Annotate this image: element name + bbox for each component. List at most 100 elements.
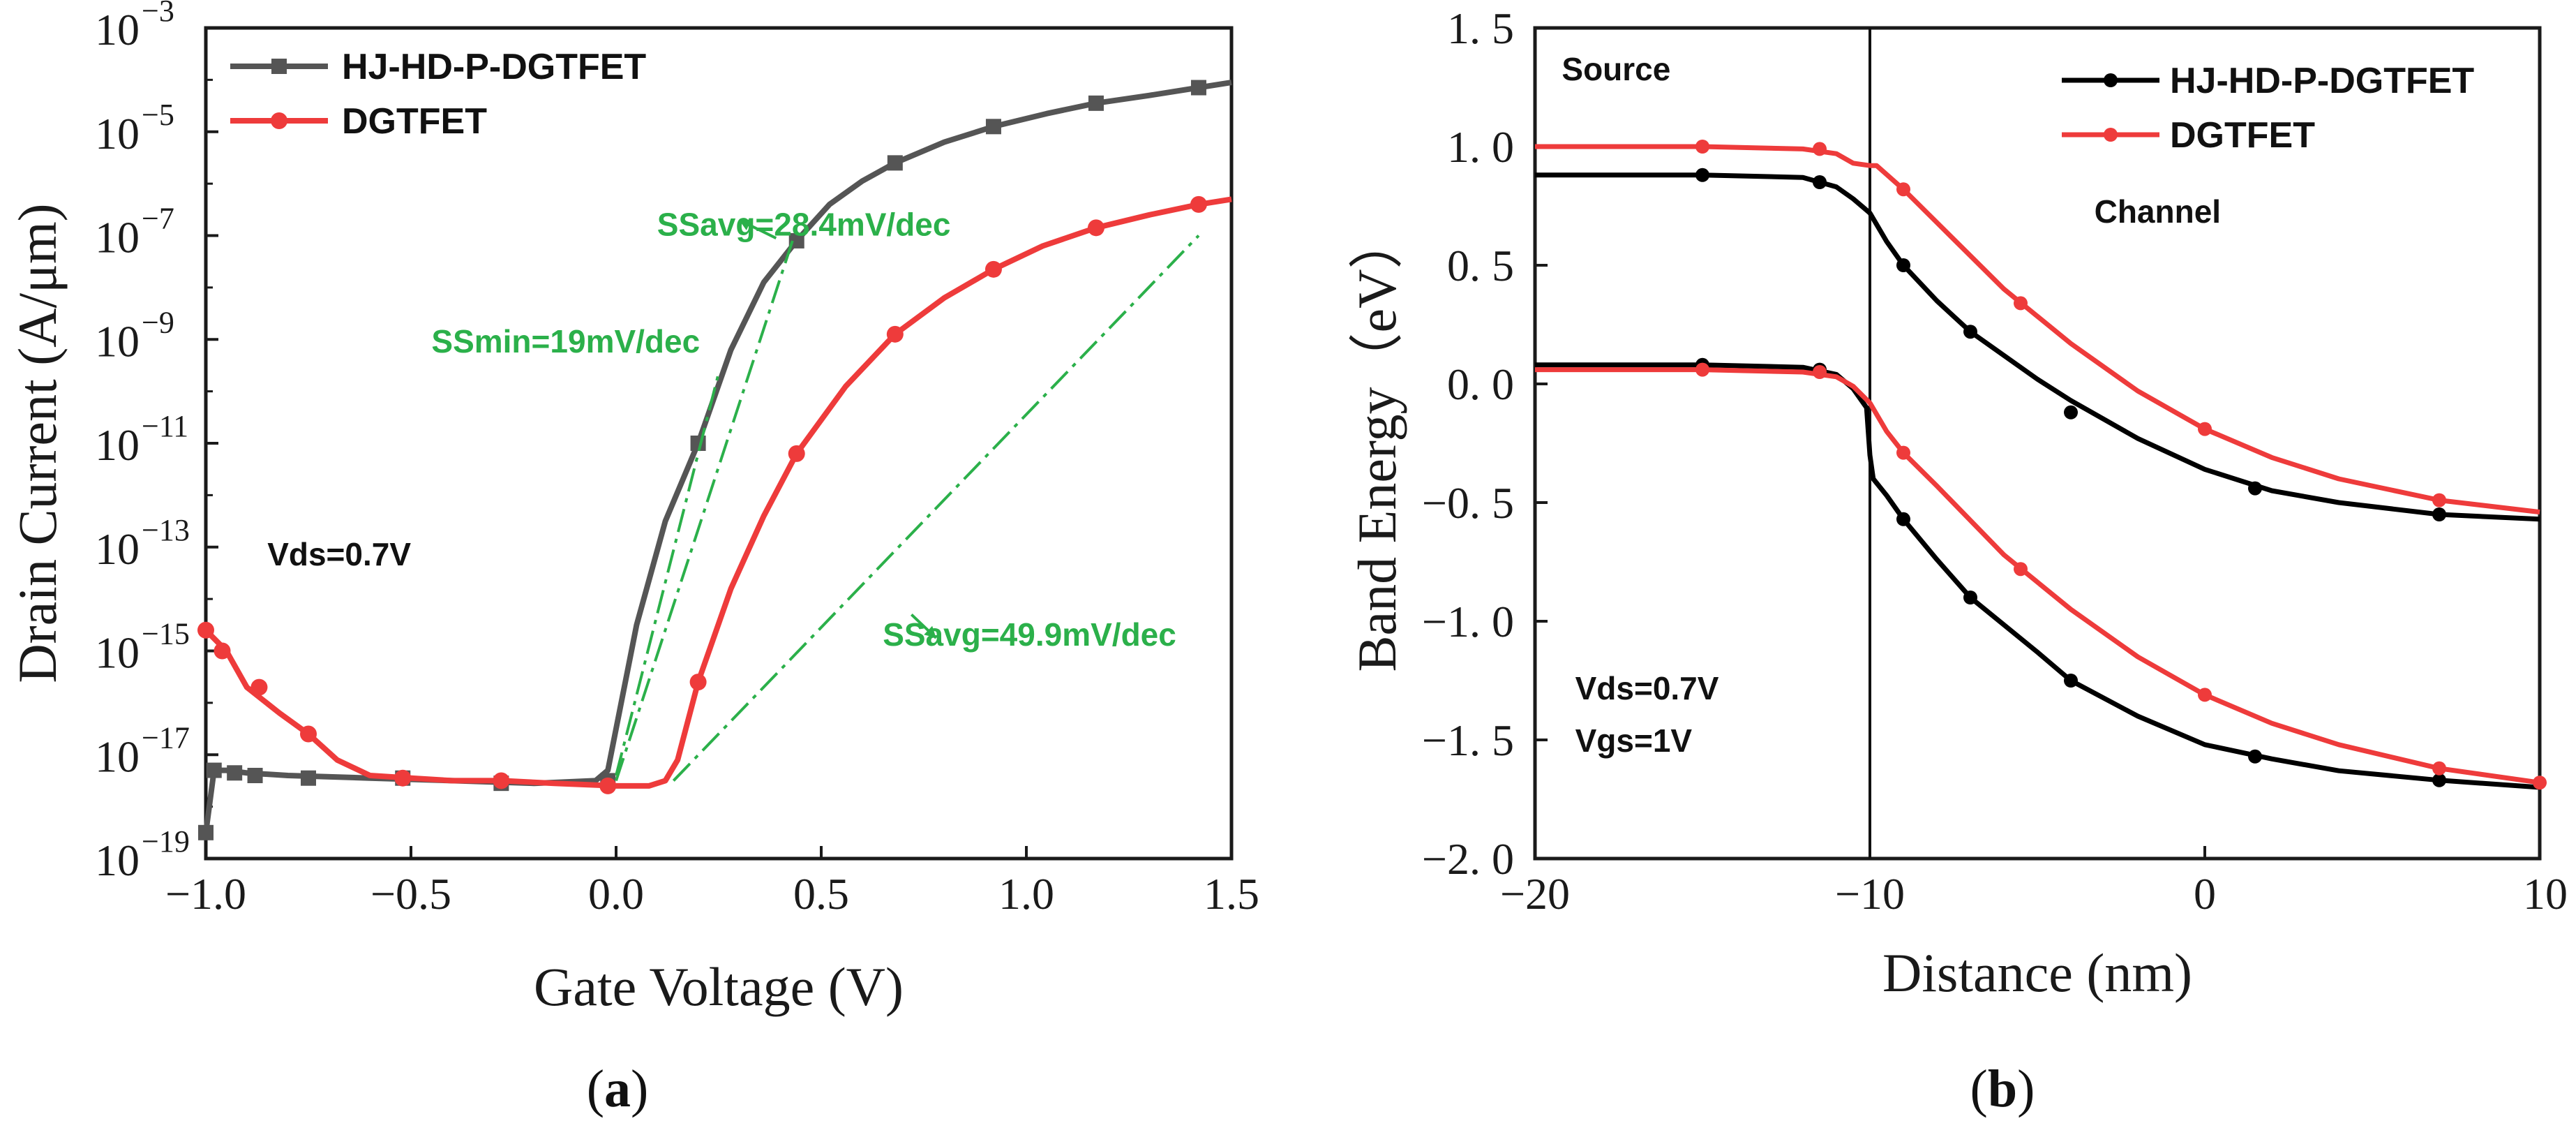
a-y-tick-exponent: −7 [142,202,174,236]
a-legend-label: DGTFET [342,101,487,142]
b-legend-marker [2104,128,2118,142]
panel-a-legend: HJ-HD-P-DGTFET DGTFET [230,47,646,142]
a-point-dgtfet [394,769,412,787]
panel-b-y-axis-label: Band Energy（eV） [1347,215,1407,672]
a-x-tick-label: 0.5 [793,869,849,919]
a-y-tick-label: 10 [95,5,140,54]
a-y-tick-label: 10 [95,420,140,470]
caption-a-letter: a [604,1060,631,1118]
b-point-dgtfet [1813,365,1827,379]
a-y-tick-label: 10 [95,836,140,885]
a-point-hj-hd-p-dgtfet [985,119,1001,135]
b-series-line-dgtfet-conduction [1535,144,2540,515]
a-x-tick-label: −1.0 [165,869,246,919]
b-x-tick-label: −20 [1500,869,1570,919]
panel-a-x-axis-label: Gate Voltage (V) [534,956,904,1017]
a-slope-guide-line [615,240,794,782]
a-point-hj-hd-p-dgtfet [206,762,222,778]
a-y-tick-label: 10 [95,524,140,574]
a-legend-marker [271,59,287,74]
panel-b-plot-frame [1533,26,2542,861]
b-point-dgtfet [2198,422,2212,436]
a-y-tick-label: 10 [95,213,140,262]
a-point-dgtfet [197,621,214,639]
b-y-tick-label: 1. 0 [1447,122,1514,172]
a-series-line-dgtfet [204,196,1232,789]
a-point-dgtfet [1087,219,1104,237]
a-y-tick-exponent: −17 [142,720,190,755]
a-annotation-arrow-head [739,219,752,230]
b-legend-marker [2104,73,2118,87]
a-y-tick-exponent: −15 [142,617,190,651]
panel-b-series [1535,140,2547,790]
b-point-hj-hd-p-dgtfet [2064,674,2078,688]
a-point-dgtfet [984,260,1002,278]
b-point-dgtfet [1896,445,1910,460]
b-point-dgtfet [1695,140,1709,154]
panel-a-y-axis-label: Drain Current (A/μm) [7,203,68,683]
a-annotation-vds-0-7v: Vds=0.7V [267,536,411,572]
b-point-dgtfet [2014,562,2028,577]
a-x-tick-label: 1.5 [1204,869,1259,919]
a-point-dgtfet [788,445,805,462]
b-point-hj-hd-p-dgtfet [2432,773,2446,787]
panel-a-ticks: −1.0 −0.5 0.0 0.5 1.0 1.510−1910−1710−1510−13… [95,0,1259,919]
a-x-tick-label: −0.5 [370,869,451,919]
b-x-tick-label: 10 [2523,869,2568,919]
caption-b: (b) [1970,1060,2035,1118]
a-y-tick-exponent: −19 [142,824,190,859]
a-y-tick-label: 10 [95,109,140,158]
b-y-tick-label: 0. 5 [1447,241,1514,290]
a-point-hj-hd-p-dgtfet [247,768,263,783]
panel-b-band-energy-chart: −20 −10 0 10 1. 5 1. 0 0. 5 0. 0 −0. 5 −1. 0 −1. 5… [1347,3,2568,1003]
b-point-dgtfet [2014,296,2028,311]
b-legend-label: DGTFET [2170,115,2315,156]
panel-a-annotations: SSavg=28.4mV/dec SSmin=19mV/dec SSavg=49.9… [267,207,1176,653]
a-annotation-ssavg-28-4mv-dec: SSavg=28.4mV/dec [657,207,951,243]
b-series-line-dgtfet-valence [1535,367,2540,785]
panel-a-slope-guides [615,218,1200,782]
a-point-dgtfet [689,674,707,691]
b-y-tick-label: −1. 0 [1422,597,1514,646]
b-y-tick-label: 1. 5 [1447,3,1514,53]
b-y-tick-label: −2. 0 [1422,834,1514,884]
a-legend-label: HJ-HD-P-DGTFET [342,47,646,87]
panel-a-drain-current-chart: −1.0 −0.5 0.0 0.5 1.0 1.510−1910−1710−1510−13… [7,0,1259,1017]
a-slope-guide-line [615,373,720,776]
b-point-dgtfet [2198,688,2212,702]
a-y-tick-label: 10 [95,316,140,366]
a-point-hj-hd-p-dgtfet [887,155,903,171]
panel-b-x-axis-label: Distance (nm) [1882,942,2192,1003]
panel-b-legend: HJ-HD-P-DGTFET DGTFET [2062,61,2474,156]
b-point-hj-hd-p-dgtfet [2432,507,2446,521]
b-point-hj-hd-p-dgtfet [1813,175,1827,189]
a-point-hj-hd-p-dgtfet [788,232,804,248]
b-point-dgtfet [1896,182,1910,197]
b-point-hj-hd-p-dgtfet [2248,749,2262,764]
a-y-tick-exponent: −3 [142,0,174,28]
a-annotation-arrow-head [924,625,936,638]
a-y-tick-exponent: −11 [142,409,188,443]
a-point-dgtfet [214,642,231,660]
caption-a: (a) [587,1060,649,1118]
b-point-hj-hd-p-dgtfet [1695,168,1709,182]
caption-b-letter: b [1988,1060,2017,1118]
a-point-hj-hd-p-dgtfet [198,824,214,840]
b-point-hj-hd-p-dgtfet [2248,481,2262,496]
b-x-tick-label: 0 [2194,869,2216,919]
a-y-tick-exponent: −13 [142,513,190,547]
b-point-hj-hd-p-dgtfet [1963,591,1977,604]
b-point-hj-hd-p-dgtfet [1896,258,1910,272]
a-point-dgtfet [250,678,268,696]
a-slope-guide-line [672,235,1200,782]
a-point-dgtfet [493,772,510,789]
b-y-tick-label: −0. 5 [1422,478,1514,528]
a-point-dgtfet [1190,195,1207,213]
panel-a-series [197,80,1232,840]
a-y-tick-label: 10 [95,732,140,781]
a-series-line-hj-hd-p-dgtfet [203,80,1232,833]
a-y-tick-exponent: −5 [142,98,174,132]
b-legend-label: HJ-HD-P-DGTFET [2170,61,2474,101]
a-annotation-ssmin-19mv-dec: SSmin=19mV/dec [431,323,700,359]
a-point-hj-hd-p-dgtfet [1190,80,1206,96]
